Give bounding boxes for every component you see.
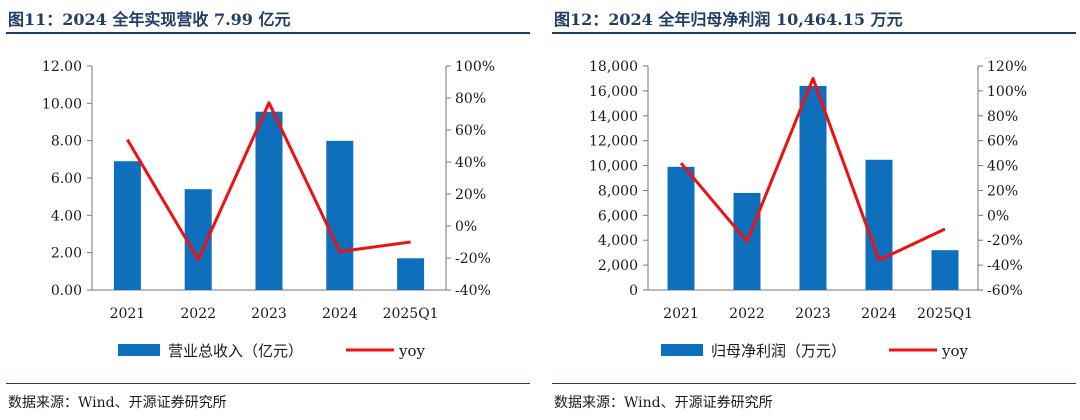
left-tick-label: 16,000 (589, 84, 638, 100)
left-tick-label: 6,000 (598, 208, 638, 224)
x-tick-label: 2023 (795, 306, 831, 322)
left-tick-label: 14,000 (589, 109, 638, 125)
left-tick-label: 8,000 (598, 183, 638, 199)
left-tick-label: 10.00 (42, 96, 82, 112)
right-tick-label: 0% (987, 208, 1009, 224)
revenue-bar (667, 166, 695, 290)
right-tick-label: 120% (987, 59, 1027, 75)
x-tick-label: 2024 (322, 306, 358, 322)
right-tick-label: -40% (455, 283, 491, 299)
revenue-bar (397, 258, 425, 290)
legend-bar-swatch (118, 344, 160, 356)
figure-panel-right: 图12：2024 全年归母净利润 10,464.15 万元 0 2,000 4,00… (546, 0, 1076, 420)
left-tick-label: 2.00 (51, 246, 82, 262)
right-tick-label: -20% (987, 233, 1023, 249)
x-tick-label: 2021 (663, 306, 699, 322)
right-tick-label: -20% (455, 251, 491, 267)
left-tick-label: 4.00 (51, 208, 82, 224)
legend-bar-swatch (661, 344, 703, 356)
revenue-bar (255, 111, 283, 290)
revenue-bar (865, 159, 893, 290)
yoy-line (126, 101, 411, 262)
right-tick-label: 40% (987, 159, 1018, 175)
net-profit-chart: 0 2,000 4,000 6,000 8,000 10,000 12,000 14,000 1… (589, 59, 1027, 360)
right-tick-label: 80% (455, 91, 486, 107)
right-tick-label: 40% (455, 155, 486, 171)
left-tick-label: 6.00 (51, 171, 82, 187)
right-tick-label: 60% (987, 134, 1018, 150)
x-tick-label: 2024 (861, 306, 897, 322)
source-divider (552, 383, 1076, 384)
right-tick-label: 0% (455, 219, 477, 235)
yoy-line (679, 76, 946, 262)
revenue-bar (931, 250, 959, 290)
right-tick-label: 60% (455, 123, 486, 139)
legend-line-label: yoy (941, 342, 969, 360)
revenue-bar (326, 140, 354, 290)
left-tick-label: 10,000 (589, 159, 638, 175)
figure-title: 图11：2024 全年实现营收 7.99 亿元 (8, 10, 291, 29)
legend-bar-label: 归母净利润（万元） (711, 342, 846, 360)
figure-title: 图12：2024 全年归母净利润 10,464.15 万元 (554, 10, 903, 29)
source-divider (6, 383, 530, 384)
x-tick-label: 2022 (729, 306, 765, 322)
x-tick-label: 2025Q1 (917, 306, 973, 322)
title-divider (6, 32, 530, 34)
source-note: 数据来源：Wind、开源证券研究所 (554, 395, 773, 411)
left-tick-label: 8.00 (51, 134, 82, 150)
revenue-bar (799, 85, 827, 291)
right-tick-label: -40% (987, 258, 1023, 274)
left-tick-label: 0.00 (51, 283, 82, 299)
x-tick-label: 2023 (251, 306, 287, 322)
left-tick-label: 2,000 (598, 258, 638, 274)
figure-panel-left: 图11：2024 全年实现营收 7.99 亿元 0.00 2.00 4.00 6.00… (0, 0, 530, 420)
x-tick-label: 2025Q1 (383, 306, 439, 322)
revenue-chart: 0.00 2.00 4.00 6.00 8.00 10.00 12.00 -40% -20% 0%… (42, 59, 495, 360)
left-tick-label: 4,000 (598, 233, 638, 249)
right-tick-label: 80% (987, 109, 1018, 125)
left-tick-label: 0 (629, 283, 638, 299)
x-tick-label: 2022 (180, 306, 216, 322)
right-tick-label: 100% (455, 59, 495, 75)
legend-bar-label: 营业总收入（亿元） (168, 342, 303, 360)
left-tick-label: 12.00 (42, 59, 82, 75)
right-tick-label: 20% (987, 183, 1018, 199)
right-tick-label: -60% (987, 283, 1023, 299)
title-divider (552, 32, 1076, 34)
legend-line-label: yoy (398, 342, 426, 360)
left-tick-label: 18,000 (589, 59, 638, 75)
left-tick-label: 12,000 (589, 134, 638, 150)
revenue-bar (113, 161, 141, 290)
x-tick-label: 2021 (110, 306, 146, 322)
source-note: 数据来源：Wind、开源证券研究所 (8, 395, 227, 411)
right-tick-label: 100% (987, 84, 1027, 100)
right-tick-label: 20% (455, 187, 486, 203)
